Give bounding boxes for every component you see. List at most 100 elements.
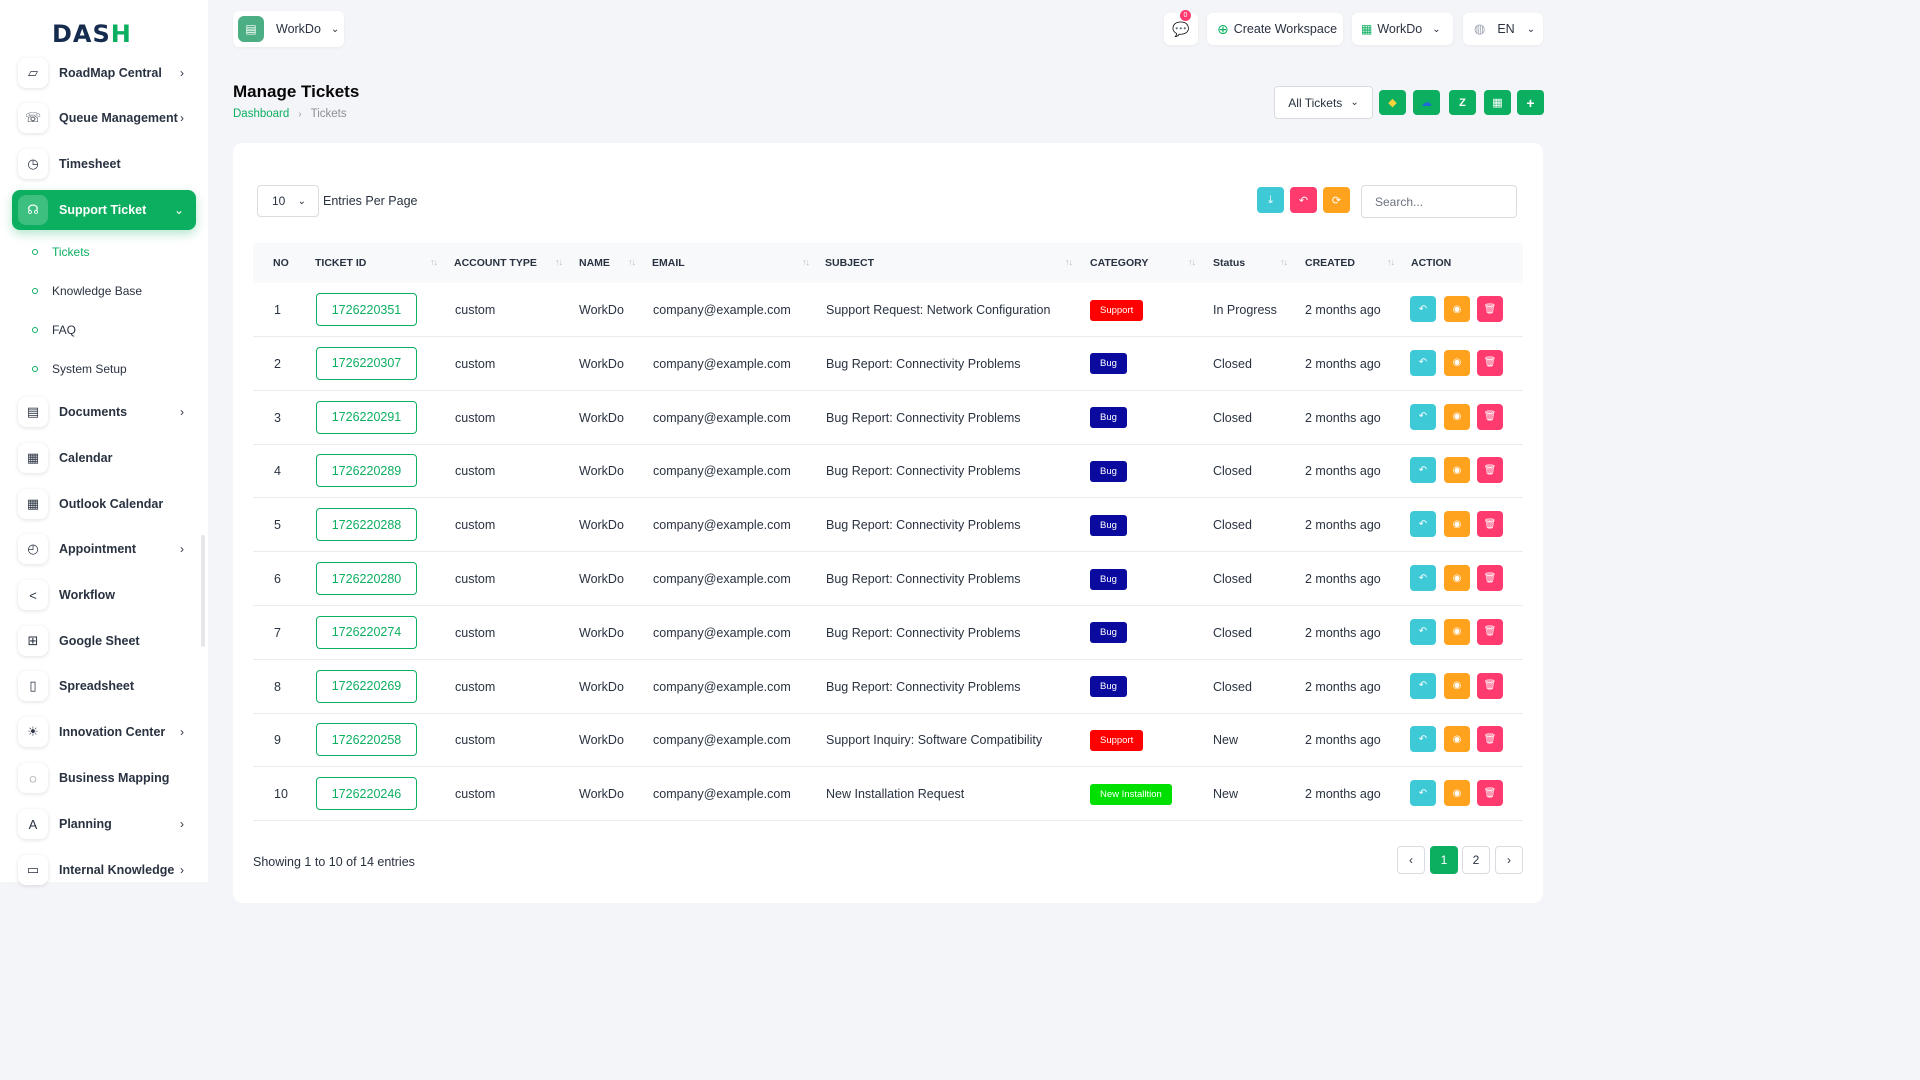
sort-icon[interactable]: ↑↓: [1188, 257, 1196, 267]
sidebar-item-queue-management[interactable]: ☏ Queue Management ›: [12, 98, 196, 138]
notifications-button[interactable]: 💬 0: [1164, 10, 1198, 45]
sidebar-item-documents[interactable]: ▤ Documents ›: [12, 392, 196, 432]
sidebar-item-innovation-center[interactable]: ☀ Innovation Center ›: [12, 712, 196, 752]
column-header-category[interactable]: CATEGORY: [1090, 257, 1149, 269]
view-button[interactable]: ◉: [1444, 780, 1470, 807]
page-2-button[interactable]: 2: [1462, 846, 1490, 874]
ticket-id-link[interactable]: 1726220288: [316, 508, 417, 542]
sidebar-subitem-system-setup[interactable]: System Setup: [32, 357, 127, 381]
sidebar-subitem-knowledge-base[interactable]: Knowledge Base: [32, 279, 142, 303]
ticket-id-link[interactable]: 1726220280: [316, 562, 417, 595]
reply-button[interactable]: ↶: [1410, 780, 1436, 807]
previous-page-button[interactable]: ‹: [1397, 846, 1425, 874]
column-header-account-type[interactable]: ACCOUNT TYPE: [454, 257, 537, 269]
workspace-menu[interactable]: ▦ WorkDo ⌄: [1352, 13, 1453, 45]
sort-icon[interactable]: ↑↓: [430, 257, 438, 267]
workspace-switcher[interactable]: ▤ WorkDo ⌄: [233, 11, 344, 47]
sidebar-item-outlook-calendar[interactable]: ▦ Outlook Calendar: [12, 484, 196, 524]
reply-button[interactable]: ↶: [1410, 672, 1436, 699]
ticket-id-link[interactable]: 1726220274: [316, 615, 417, 649]
ticket-id-link[interactable]: 1726220269: [316, 669, 417, 703]
column-header-ticket-id[interactable]: TICKET ID: [315, 257, 367, 269]
entries-per-page-select[interactable]: 10 ⌄: [257, 185, 319, 217]
sort-icon[interactable]: ↑↓: [628, 257, 636, 267]
sidebar-item-spreadsheet[interactable]: ▯ Spreadsheet: [12, 666, 196, 706]
ticket-filter-dropdown[interactable]: All Tickets ⌄: [1274, 86, 1373, 119]
reply-button[interactable]: ↶: [1410, 565, 1436, 591]
sidebar-item-roadmap-central[interactable]: ▱ RoadMap Central ›: [12, 53, 196, 93]
column-header-status[interactable]: Status: [1213, 257, 1246, 269]
reply-button[interactable]: ↶: [1410, 511, 1436, 538]
delete-button[interactable]: 🗑: [1477, 296, 1503, 322]
view-button[interactable]: ◉: [1444, 565, 1470, 591]
column-header-created[interactable]: CREATED: [1305, 257, 1355, 269]
sidebar-item-google-sheet[interactable]: ⊞ Google Sheet: [12, 621, 196, 661]
view-button[interactable]: ◉: [1444, 511, 1470, 538]
sidebar-item-timesheet[interactable]: ◷ Timesheet: [12, 144, 196, 184]
reply-button[interactable]: ↶: [1410, 296, 1436, 322]
zendesk-button[interactable]: Z: [1449, 90, 1476, 115]
delete-button[interactable]: 🗑: [1477, 457, 1503, 484]
sort-icon[interactable]: ↑↓: [1387, 257, 1395, 267]
reply-button[interactable]: ↶: [1410, 726, 1436, 753]
sidebar-item-internal-knowledge[interactable]: ▭ Internal Knowledge ›: [12, 850, 196, 890]
view-button[interactable]: ◉: [1444, 296, 1470, 322]
view-button[interactable]: ◉: [1444, 726, 1470, 753]
ticket-id-link[interactable]: 1726220246: [316, 777, 417, 811]
reply-button[interactable]: ↶: [1410, 349, 1436, 376]
delete-button[interactable]: 🗑: [1477, 726, 1503, 753]
onedrive-button[interactable]: ☁: [1413, 90, 1440, 115]
column-header-subject[interactable]: SUBJECT: [825, 257, 875, 269]
trash-icon: 🗑: [1483, 733, 1497, 745]
sort-icon[interactable]: ↑↓: [1065, 257, 1073, 267]
ticket-id-link[interactable]: 1726220351: [316, 293, 417, 326]
add-ticket-button[interactable]: +: [1517, 90, 1544, 115]
sidebar-item-workflow[interactable]: < Workflow: [12, 575, 196, 615]
delete-button[interactable]: 🗑: [1477, 618, 1503, 645]
sort-icon[interactable]: ↑↓: [555, 257, 563, 267]
reply-button[interactable]: ↶: [1410, 403, 1436, 430]
column-header-name[interactable]: NAME: [579, 257, 610, 269]
delete-button[interactable]: 🗑: [1477, 511, 1503, 538]
next-page-button[interactable]: ›: [1495, 846, 1523, 874]
logo[interactable]: DASH: [52, 20, 132, 48]
view-button[interactable]: ◉: [1444, 349, 1470, 376]
sidebar-item-support-ticket[interactable]: ☊ Support Ticket ⌄: [12, 190, 196, 230]
search-input[interactable]: [1361, 185, 1517, 218]
delete-button[interactable]: 🗑: [1477, 565, 1503, 591]
sidebar-subitem-tickets[interactable]: Tickets: [32, 240, 90, 264]
breadcrumb-dashboard[interactable]: Dashboard: [233, 108, 290, 120]
sidebar-item-appointment[interactable]: ◴ Appointment ›: [12, 529, 196, 569]
view-button[interactable]: ◉: [1444, 672, 1470, 699]
reset-button[interactable]: ↶: [1290, 187, 1317, 213]
grid-view-button[interactable]: ▦: [1484, 90, 1511, 115]
page-1-button[interactable]: 1: [1430, 846, 1458, 874]
sidebar-subitem-faq[interactable]: FAQ: [32, 318, 76, 342]
ticket-id-link[interactable]: 1726220307: [316, 346, 417, 380]
sort-icon[interactable]: ↑↓: [802, 257, 810, 267]
delete-button[interactable]: 🗑: [1477, 403, 1503, 430]
sidebar-scrollbar[interactable]: [201, 535, 205, 647]
delete-button[interactable]: 🗑: [1477, 672, 1503, 699]
view-button[interactable]: ◉: [1444, 403, 1470, 430]
sidebar-item-business-mapping[interactable]: ◌ Business Mapping: [12, 758, 196, 798]
sidebar-item-planning[interactable]: A Planning ›: [12, 804, 196, 844]
language-selector[interactable]: ◍ EN ⌄: [1463, 13, 1543, 45]
sort-icon[interactable]: ↑↓: [1280, 257, 1288, 267]
view-button[interactable]: ◉: [1444, 457, 1470, 484]
ticket-id-link[interactable]: 1726220289: [316, 454, 417, 488]
sidebar-item-calendar[interactable]: ▦ Calendar: [12, 438, 196, 478]
download-button[interactable]: ⤓: [1257, 187, 1284, 213]
view-button[interactable]: ◉: [1444, 618, 1470, 645]
refresh-button[interactable]: ⟳: [1323, 187, 1350, 213]
delete-button[interactable]: 🗑: [1477, 780, 1503, 807]
ticket-id-link[interactable]: 1726220291: [316, 400, 417, 434]
create-workspace-button[interactable]: ⊕ Create Workspace: [1207, 13, 1343, 45]
ticket-status: Closed: [1213, 410, 1252, 425]
delete-button[interactable]: 🗑: [1477, 349, 1503, 376]
column-header-email[interactable]: EMAIL: [652, 257, 685, 269]
google-drive-button[interactable]: ◆: [1379, 90, 1406, 115]
reply-button[interactable]: ↶: [1410, 618, 1436, 645]
ticket-id-link[interactable]: 1726220258: [316, 723, 417, 757]
reply-button[interactable]: ↶: [1410, 457, 1436, 484]
